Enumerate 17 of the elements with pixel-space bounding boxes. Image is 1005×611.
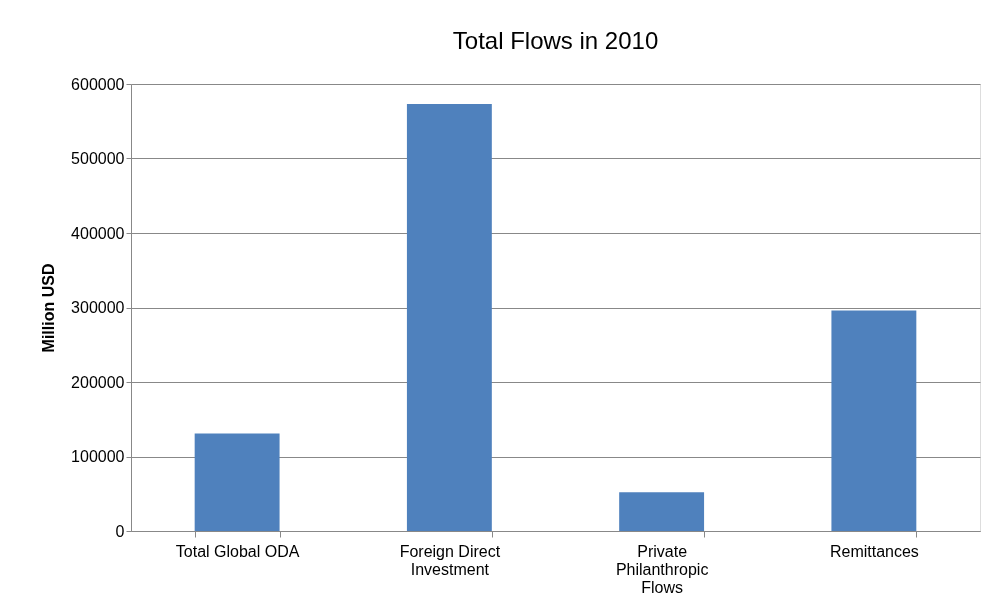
x-tick-label: Private Philanthropic Flows <box>615 542 709 596</box>
y-tick-label: 0 <box>115 522 125 540</box>
y-tick-label: 400000 <box>71 224 125 242</box>
y-tick-label: 300000 <box>71 299 125 316</box>
x-tick-label: Remittances <box>829 542 919 560</box>
bar <box>619 492 705 531</box>
y-tick-label: 100000 <box>71 448 125 465</box>
y-axis-title: Million USD <box>40 263 58 353</box>
bar <box>406 104 492 531</box>
y-tick-label: 200000 <box>71 373 125 391</box>
y-tick-label: 600000 <box>71 75 125 93</box>
bar <box>194 433 280 531</box>
x-tick-label: Foreign Direct Investment <box>399 542 501 578</box>
x-tick-label: Total Global ODA <box>175 542 300 560</box>
bar <box>831 310 917 531</box>
y-tick-label: 500000 <box>71 150 125 167</box>
chart-title: Total Flows in 2010 <box>452 27 659 54</box>
